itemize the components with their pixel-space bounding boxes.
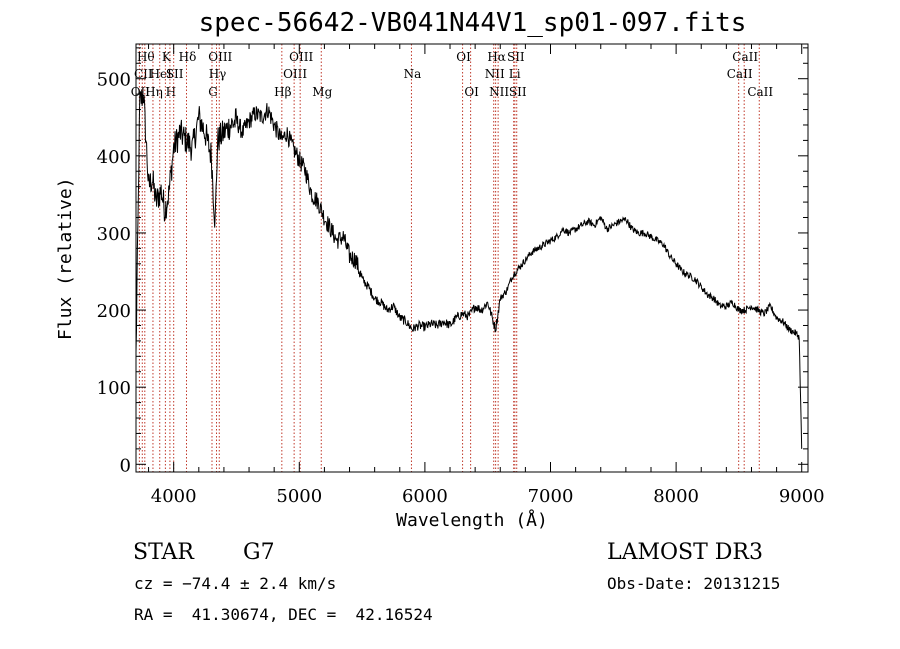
line-label-17: OI	[456, 50, 471, 64]
y-tick-label-4: 400	[97, 147, 131, 168]
line-label-18: OI	[464, 85, 479, 99]
line-label-1: CII	[134, 67, 153, 81]
y-tick-label-5: 500	[97, 70, 131, 91]
line-label-9: G	[208, 85, 218, 99]
line-label-7: SII	[166, 67, 184, 81]
x-tick-label-5: 9000	[779, 486, 825, 507]
line-label-11: OIII	[208, 50, 232, 64]
line-label-8: Hδ	[179, 50, 197, 64]
line-label-22: Li	[509, 67, 521, 81]
x-tick-label-1: 5000	[276, 486, 322, 507]
object-subclass: G7	[243, 540, 275, 565]
survey-name: LAMOST DR3	[607, 540, 763, 565]
line-label-10: Hγ	[209, 67, 227, 81]
line-label-26: CaII	[732, 50, 758, 64]
x-tick-label-2: 6000	[402, 486, 448, 507]
line-label-20: Hα	[487, 50, 506, 64]
line-label-24: SII	[509, 85, 527, 99]
plot-frame	[135, 43, 809, 473]
line-label-25: CaII	[727, 67, 753, 81]
line-label-5: K	[162, 50, 172, 64]
line-label-13: OIII	[283, 67, 307, 81]
x-tick-label-3: 7000	[528, 486, 574, 507]
chart-title: spec-56642-VB041N44V1_sp01-097.fits	[198, 8, 747, 38]
ra-dec: RA = 41.30674, DEC = 42.16524	[134, 605, 433, 624]
y-axis-label: Flux (relative)	[55, 177, 76, 340]
line-label-6: H	[166, 85, 176, 99]
y-tick-label-3: 300	[97, 224, 131, 245]
y-tick-label-1: 100	[97, 378, 131, 399]
line-label-2: Hθ	[137, 50, 155, 64]
redshift-cz: cz = −74.4 ± 2.4 km/s	[134, 574, 337, 593]
line-label-19: NII	[485, 67, 505, 81]
spectrum-line	[135, 89, 803, 449]
line-label-16: Na	[404, 67, 422, 81]
line-label-15: Mg	[312, 85, 332, 99]
x-axis-label: Wavelength (Å)	[396, 510, 548, 531]
line-label-14: OIII	[289, 50, 313, 64]
line-label-3: Hη	[145, 85, 163, 99]
x-tick-label-0: 4000	[151, 486, 197, 507]
line-label-12: Hβ	[274, 85, 291, 99]
line-label-27: CaII	[747, 85, 773, 99]
x-tick-label-4: 8000	[653, 486, 699, 507]
line-label-21: NII	[489, 85, 509, 99]
y-tick-label-2: 200	[97, 301, 131, 322]
y-tick-label-0: 0	[120, 455, 131, 476]
line-label-4: HeI	[150, 67, 173, 81]
obs-date: Obs-Date: 20131215	[607, 574, 781, 593]
object-class: STAR	[133, 540, 194, 565]
line-label-23: SII	[507, 50, 525, 64]
